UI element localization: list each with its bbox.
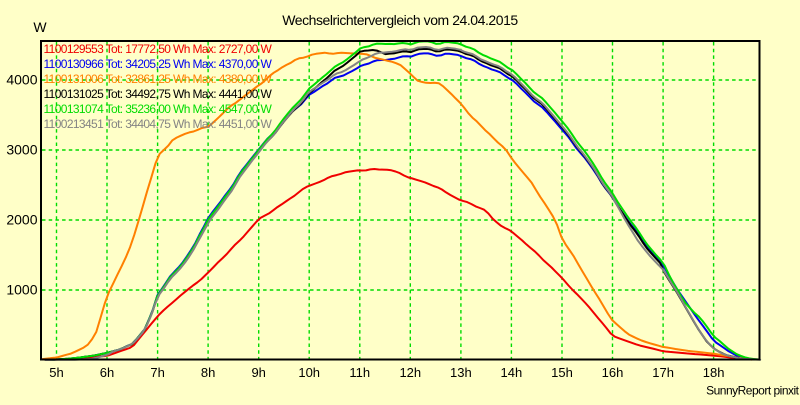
svg-text:Wechselrichtervergleich vom 24: Wechselrichtervergleich vom 24.04.2015 <box>282 12 518 28</box>
svg-text:SunnyReport pinxit: SunnyReport pinxit <box>706 384 800 398</box>
svg-text:11h: 11h <box>349 365 370 380</box>
svg-text:15h: 15h <box>551 365 573 380</box>
svg-text:1100131025 Tot: 34492,75 Wh Ma: 1100131025 Tot: 34492,75 Wh Max: 4441,00… <box>44 87 273 101</box>
svg-text:10h: 10h <box>298 365 320 380</box>
svg-text:8h: 8h <box>201 365 215 380</box>
svg-text:12h: 12h <box>399 365 421 380</box>
svg-text:2000: 2000 <box>6 212 37 228</box>
svg-text:6h: 6h <box>100 365 114 380</box>
svg-text:1100131074 Tot: 35236,00 Wh Ma: 1100131074 Tot: 35236,00 Wh Max: 4547,00… <box>44 102 273 116</box>
svg-text:17h: 17h <box>652 365 674 380</box>
svg-text:13h: 13h <box>450 365 472 380</box>
svg-text:1100213451 Tot: 34404,75 Wh Ma: 1100213451 Tot: 34404,75 Wh Max: 4451,00… <box>44 117 273 131</box>
svg-text:7h: 7h <box>150 365 164 380</box>
svg-text:1100130966 Tot: 34205,25 Wh Ma: 1100130966 Tot: 34205,25 Wh Max: 4370,00… <box>44 57 273 71</box>
svg-text:14h: 14h <box>501 365 523 380</box>
svg-text:9h: 9h <box>251 365 265 380</box>
svg-text:4000: 4000 <box>6 72 37 88</box>
svg-text:3000: 3000 <box>6 142 37 158</box>
svg-text:W: W <box>33 19 47 35</box>
svg-text:18h: 18h <box>703 365 725 380</box>
svg-text:16h: 16h <box>602 365 624 380</box>
svg-text:1100129553 Tot: 17772,50 Wh Ma: 1100129553 Tot: 17772,50 Wh Max: 2727,00… <box>44 42 273 56</box>
svg-text:1100131006 Tot: 32861,25 Wh Ma: 1100131006 Tot: 32861,25 Wh Max: 4380,00… <box>44 72 273 86</box>
svg-text:1000: 1000 <box>6 282 37 298</box>
svg-text:5h: 5h <box>49 365 63 380</box>
